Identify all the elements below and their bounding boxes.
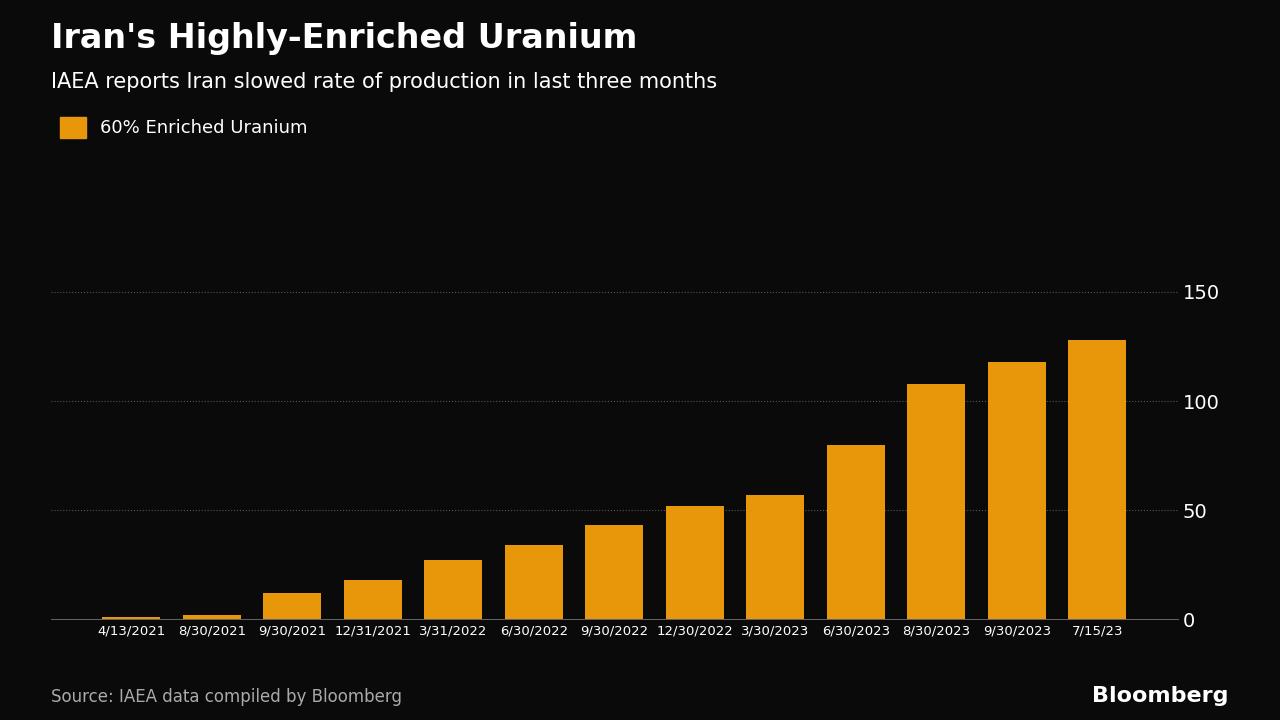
- Bar: [504, 545, 563, 619]
- Legend: 60% Enriched Uranium: 60% Enriched Uranium: [60, 117, 307, 138]
- Bar: [102, 617, 160, 619]
- Bar: [827, 445, 884, 619]
- Bar: [1069, 340, 1126, 619]
- Text: IAEA reports Iran slowed rate of production in last three months: IAEA reports Iran slowed rate of product…: [51, 72, 717, 92]
- Bar: [988, 361, 1046, 619]
- Bar: [344, 580, 402, 619]
- Bar: [425, 560, 483, 619]
- Text: Iran's Highly-Enriched Uranium: Iran's Highly-Enriched Uranium: [51, 22, 637, 55]
- Bar: [585, 526, 644, 619]
- Text: Source: IAEA data compiled by Bloomberg: Source: IAEA data compiled by Bloomberg: [51, 688, 402, 706]
- Bar: [666, 505, 724, 619]
- Text: Bloomberg: Bloomberg: [1092, 685, 1229, 706]
- Bar: [183, 615, 241, 619]
- Bar: [264, 593, 321, 619]
- Bar: [746, 495, 804, 619]
- Bar: [908, 384, 965, 619]
